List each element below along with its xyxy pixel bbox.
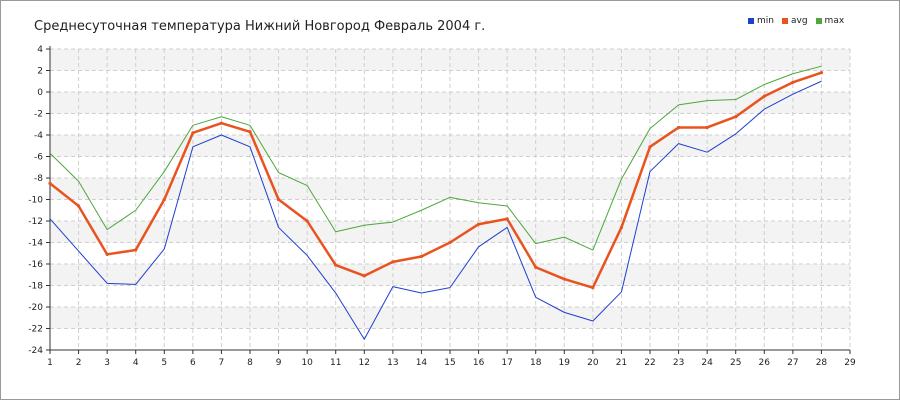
data-point-avg <box>534 265 538 269</box>
data-point-avg <box>591 286 595 290</box>
data-point-avg <box>562 277 566 281</box>
y-tick-label: -10 <box>28 196 43 206</box>
data-point-avg <box>705 125 709 130</box>
series-line-max <box>49 65 822 251</box>
x-tick-label: 22 <box>644 358 655 368</box>
legend-label-avg: avg <box>790 16 808 26</box>
data-point-avg <box>276 197 281 202</box>
data-point-avg <box>648 145 652 149</box>
x-tick-label: 10 <box>301 358 313 368</box>
data-point-avg <box>448 240 452 245</box>
x-tick-label: 23 <box>673 358 684 368</box>
legend-label-max: max <box>824 16 845 26</box>
data-point-avg <box>619 225 624 230</box>
x-tick-label: 2 <box>76 358 82 368</box>
y-tick-label: -18 <box>28 282 43 292</box>
data-point-avg <box>134 248 138 252</box>
x-tick-label: 21 <box>616 358 627 368</box>
data-point-avg <box>391 260 395 264</box>
y-tick-label: -8 <box>34 174 43 184</box>
data-point-avg <box>76 204 81 208</box>
x-tick-label: 25 <box>730 358 741 368</box>
data-point-avg <box>162 197 166 202</box>
data-point-avg <box>791 80 795 84</box>
x-tick-label: 28 <box>816 358 828 368</box>
x-tick-label: 16 <box>473 358 485 368</box>
x-tick-label: 17 <box>501 358 512 368</box>
legend-swatch-min <box>748 18 754 24</box>
legend-item-max: max <box>815 16 845 26</box>
data-point-avg <box>105 252 109 256</box>
x-tick-label: 15 <box>444 358 455 368</box>
x-tick-label: 6 <box>190 358 196 368</box>
plot-band <box>50 135 850 157</box>
legend-label-min: min <box>757 16 774 26</box>
x-tick-label: 29 <box>844 358 856 368</box>
x-tick-label: 3 <box>104 358 110 368</box>
data-point-avg <box>819 71 824 75</box>
y-tick-label: -6 <box>34 153 43 163</box>
x-tick-label: 13 <box>387 358 398 368</box>
legend-item-min: min <box>748 16 774 26</box>
y-tick-label: 0 <box>37 88 43 98</box>
y-tick-label: -14 <box>28 239 43 249</box>
y-tick-label: -22 <box>28 325 43 335</box>
x-tick-label: 19 <box>559 358 571 368</box>
y-tick-label: -2 <box>34 110 43 120</box>
legend-swatch-avg <box>781 18 788 24</box>
y-tick-label: -4 <box>34 131 43 141</box>
x-tick-label: 8 <box>247 358 253 368</box>
x-tick-label: 27 <box>787 358 798 368</box>
legend-swatch-max <box>815 18 822 24</box>
data-point-avg <box>191 131 195 135</box>
x-tick-label: 11 <box>330 358 341 368</box>
x-tick-label: 12 <box>359 358 370 368</box>
x-tick-label: 9 <box>276 358 282 368</box>
x-tick-label: 14 <box>416 358 428 368</box>
data-point-avg <box>305 219 309 223</box>
data-point-avg <box>734 115 738 119</box>
data-point-avg <box>219 121 224 125</box>
data-point-avg <box>762 94 766 98</box>
plot-band <box>50 92 850 114</box>
x-tick-label: 20 <box>587 358 599 368</box>
x-tick-label: 4 <box>133 358 139 368</box>
data-point-avg <box>676 125 681 130</box>
y-tick-label: 2 <box>37 67 43 77</box>
chart-title: Среднесуточная температура Нижний Новгор… <box>34 19 486 34</box>
x-tick-label: 5 <box>161 358 167 368</box>
y-tick-label: -12 <box>28 217 43 227</box>
data-point-avg <box>48 181 52 185</box>
x-tick-label: 26 <box>759 358 771 368</box>
y-tick-label: -24 <box>28 346 43 356</box>
data-point-avg <box>505 217 509 221</box>
y-tick-label: -20 <box>28 303 43 313</box>
series-line-avg <box>49 71 822 289</box>
data-point-avg <box>476 222 481 226</box>
data-point-avg <box>419 254 424 259</box>
x-tick-label: 24 <box>701 358 713 368</box>
data-point-avg <box>362 274 366 278</box>
y-tick-label: 4 <box>37 45 43 55</box>
x-tick-label: 7 <box>219 358 225 368</box>
chart-legend: min avg max <box>748 16 844 26</box>
x-tick-label: 18 <box>530 358 542 368</box>
x-tick-label: 1 <box>47 358 53 368</box>
series-line-min <box>49 80 822 340</box>
legend-item-avg: avg <box>781 16 808 26</box>
data-point-avg <box>248 130 252 134</box>
y-tick-label: -16 <box>28 260 43 270</box>
data-point-avg <box>334 263 338 267</box>
